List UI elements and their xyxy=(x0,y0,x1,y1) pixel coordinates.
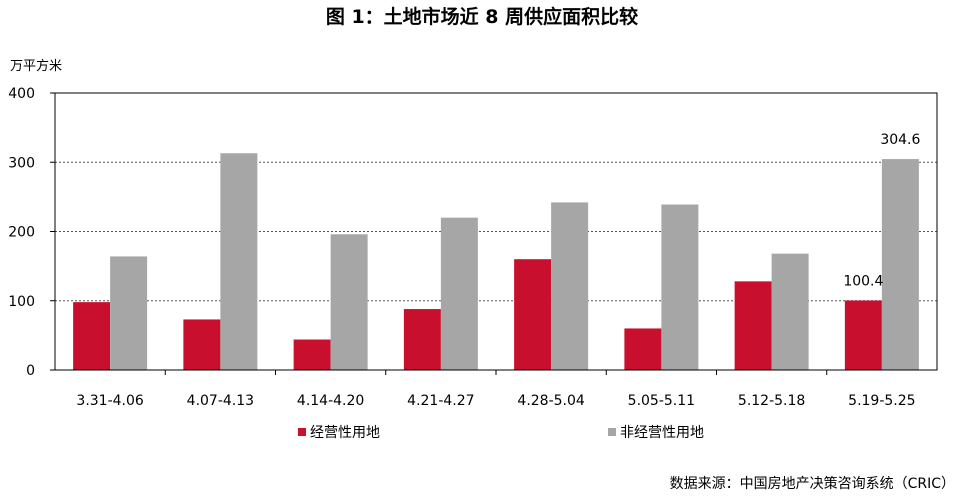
bar-operating-7 xyxy=(844,300,882,370)
y-tick-label: 400 xyxy=(8,86,35,102)
x-tick-label: 4.14-4.20 xyxy=(297,393,364,409)
y-tick-label: 200 xyxy=(8,225,35,241)
bar-operating-3 xyxy=(403,309,441,370)
legend-label-non-operating: 非经营性用地 xyxy=(620,425,704,441)
x-tick-label: 5.05-5.11 xyxy=(628,393,695,409)
x-tick-label: 5.12-5.18 xyxy=(738,393,805,409)
legend-swatch-operating xyxy=(298,428,306,436)
bar-non-operating-2 xyxy=(330,234,368,370)
bar-operating-4 xyxy=(514,259,552,370)
bar-operating-5 xyxy=(624,328,662,370)
bar-non-operating-1 xyxy=(220,153,258,370)
bar-non-operating-5 xyxy=(661,204,699,370)
bar-non-operating-0 xyxy=(110,256,148,370)
y-tick-label: 0 xyxy=(26,363,35,379)
x-tick-label: 5.19-5.25 xyxy=(848,393,915,409)
y-tick-label: 300 xyxy=(8,155,35,171)
data-label: 100.4 xyxy=(843,273,883,289)
y-tick-label: 100 xyxy=(8,294,35,310)
x-tick-label: 4.21-4.27 xyxy=(407,393,474,409)
bar-operating-2 xyxy=(293,339,331,370)
x-tick-label: 4.28-5.04 xyxy=(517,393,584,409)
chart-title: 图 1：土地市场近 8 周供应面积比较 xyxy=(326,5,638,28)
bar-operating-0 xyxy=(73,302,111,370)
legend-swatch-non-operating xyxy=(608,428,616,436)
x-tick-label: 3.31-4.06 xyxy=(76,393,143,409)
bar-non-operating-7 xyxy=(881,159,919,370)
bar-operating-1 xyxy=(183,319,221,370)
bar-non-operating-3 xyxy=(440,217,478,370)
source-note: 数据来源：中国房地产决策咨询系统（CRIC） xyxy=(670,475,955,492)
legend-label-operating: 经营性用地 xyxy=(310,425,380,441)
data-label: 304.6 xyxy=(880,132,920,148)
x-tick-label: 4.07-4.13 xyxy=(187,393,254,409)
bar-non-operating-6 xyxy=(771,253,809,370)
y-axis-unit-label: 万平方米 xyxy=(10,58,62,74)
bar-operating-6 xyxy=(734,281,772,370)
bar-non-operating-4 xyxy=(551,202,589,370)
